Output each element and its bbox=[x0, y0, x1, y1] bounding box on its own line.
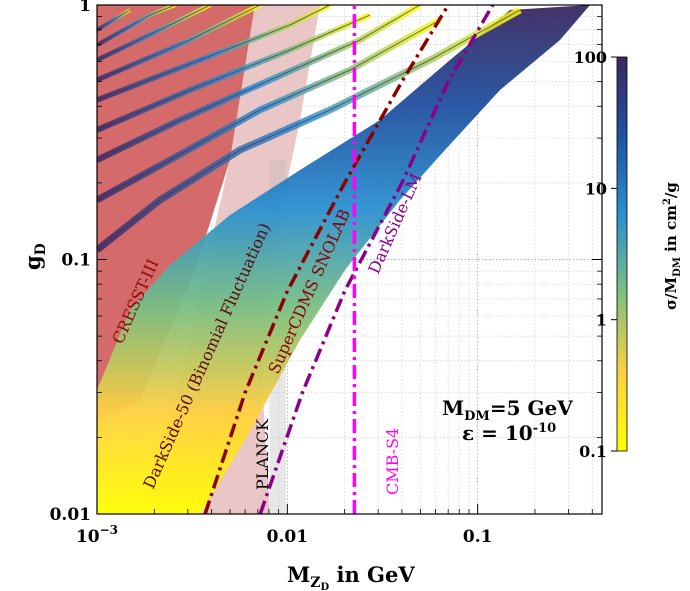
svg-text:MZD in GeV: MZD in GeV bbox=[287, 562, 415, 591]
resonance-strip-edge bbox=[97, 5, 211, 61]
colorbar-label: σ/MDM in cm2/g bbox=[662, 182, 683, 310]
y-tick-label: 1 bbox=[79, 0, 91, 16]
resonance-strip-edge bbox=[97, 9, 131, 31]
x-tick-label: 10−3 bbox=[76, 523, 118, 547]
resonance-strip-edge bbox=[97, 5, 421, 161]
limit-line-darkside-lm bbox=[258, 5, 495, 514]
y-ticks: 0.01 0.1 1 bbox=[50, 0, 602, 525]
resonance-strip-edge bbox=[97, 19, 441, 201]
resonance-strip-edge bbox=[97, 5, 176, 46]
viable-parameter-band bbox=[97, 5, 590, 514]
colorbar-gradient bbox=[616, 56, 628, 452]
colorbar-tick-label: 10 bbox=[585, 179, 607, 198]
benchmark-annotation: MDM=5 GeV ε = 10-10 bbox=[442, 396, 573, 445]
colorbar-tick-label: 1 bbox=[596, 311, 607, 330]
x-tick-label: 0.01 bbox=[267, 527, 308, 547]
label-cmb-s4: CMB-S4 bbox=[383, 428, 402, 495]
y-tick-label: 0.01 bbox=[50, 505, 91, 525]
annotation-epsilon: ε = 10-10 bbox=[462, 421, 556, 445]
resonance-strip-edge bbox=[97, 5, 331, 101]
resonance-strip-edge bbox=[97, 5, 261, 81]
colorbar-ticks: 0.1 1 10 100 bbox=[574, 48, 617, 461]
resonance-strip-edge bbox=[97, 14, 371, 131]
colorbar-tick-label: 100 bbox=[574, 48, 607, 67]
svg-text:gD: gD bbox=[20, 243, 49, 270]
plot-area: 10−3 0.01 0.1 0.010.11 bbox=[50, 0, 603, 547]
annotation-mass: MDM=5 GeV bbox=[442, 396, 573, 424]
svg-text:σ/MDM in cm2/g: σ/MDM in cm2/g bbox=[662, 182, 683, 310]
limit-lines bbox=[203, 5, 495, 514]
resonance-strips bbox=[97, 5, 522, 253]
colorbar-tick-label: 0.1 bbox=[579, 442, 607, 461]
limit-line-supercdms-snolab bbox=[203, 5, 450, 514]
resonance-strip-edge bbox=[97, 9, 521, 251]
y-tick-label: 0.1 bbox=[61, 251, 91, 271]
label-planck: PLANCK bbox=[253, 418, 272, 490]
band-main bbox=[97, 5, 590, 514]
x-axis-label: MZD in GeV bbox=[287, 562, 415, 591]
y-axis-label: gD bbox=[20, 243, 49, 270]
x-ticks: 10−3 0.01 0.1 bbox=[76, 504, 593, 547]
colorbar: 0.1 1 10 100 σ/MDM in cm2/g bbox=[574, 48, 683, 461]
x-tick-label: 0.1 bbox=[463, 527, 493, 547]
